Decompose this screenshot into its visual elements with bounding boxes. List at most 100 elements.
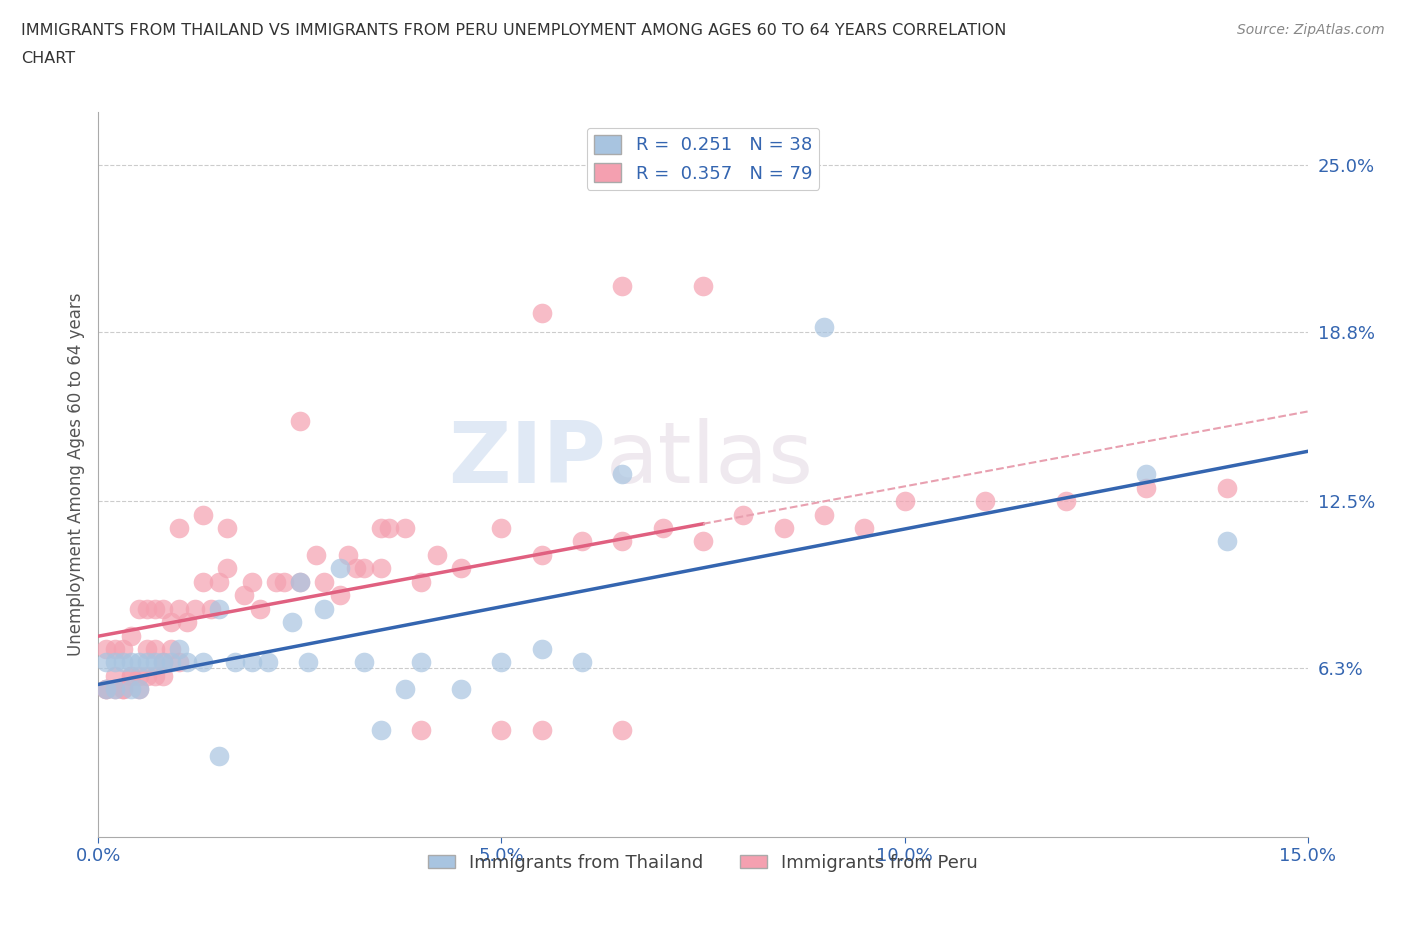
Point xyxy=(1054,494,1077,509)
Point xyxy=(491,521,513,536)
Point xyxy=(394,682,416,697)
Point xyxy=(120,628,142,643)
Point xyxy=(394,521,416,536)
Point xyxy=(329,588,352,603)
Point xyxy=(167,601,190,616)
Point xyxy=(353,561,375,576)
Point xyxy=(135,601,157,616)
Point xyxy=(353,655,375,670)
Point xyxy=(893,494,915,509)
Point xyxy=(409,655,432,670)
Point xyxy=(96,655,118,670)
Point xyxy=(281,615,304,630)
Point xyxy=(974,494,997,509)
Point xyxy=(571,534,593,549)
Point xyxy=(409,722,432,737)
Point xyxy=(530,642,553,657)
Point xyxy=(1135,480,1157,495)
Point xyxy=(160,655,183,670)
Point xyxy=(314,601,336,616)
Point xyxy=(692,279,714,294)
Point xyxy=(193,507,215,522)
Point xyxy=(152,601,174,616)
Y-axis label: Unemployment Among Ages 60 to 64 years: Unemployment Among Ages 60 to 64 years xyxy=(66,293,84,656)
Point xyxy=(256,655,278,670)
Point xyxy=(733,507,755,522)
Point xyxy=(103,655,125,670)
Point xyxy=(692,534,714,549)
Text: ZIP: ZIP xyxy=(449,418,606,501)
Text: Source: ZipAtlas.com: Source: ZipAtlas.com xyxy=(1237,23,1385,37)
Point xyxy=(240,575,263,590)
Point xyxy=(111,682,134,697)
Point xyxy=(143,601,166,616)
Point xyxy=(377,521,399,536)
Point xyxy=(111,682,134,697)
Point xyxy=(249,601,271,616)
Point xyxy=(120,669,142,684)
Point xyxy=(530,306,553,321)
Point xyxy=(813,319,835,334)
Point xyxy=(103,642,125,657)
Point xyxy=(772,521,794,536)
Text: atlas: atlas xyxy=(606,418,814,501)
Point xyxy=(409,575,432,590)
Point xyxy=(96,682,118,697)
Point xyxy=(193,655,215,670)
Legend: Immigrants from Thailand, Immigrants from Peru: Immigrants from Thailand, Immigrants fro… xyxy=(420,846,986,879)
Point xyxy=(160,642,183,657)
Point xyxy=(193,575,215,590)
Point xyxy=(217,561,239,576)
Point xyxy=(491,655,513,670)
Point xyxy=(120,669,142,684)
Point xyxy=(450,682,472,697)
Point xyxy=(426,548,449,563)
Point xyxy=(135,669,157,684)
Point xyxy=(208,575,231,590)
Point xyxy=(370,521,392,536)
Point xyxy=(853,521,876,536)
Point xyxy=(167,655,190,670)
Point xyxy=(217,521,239,536)
Point xyxy=(337,548,360,563)
Point xyxy=(208,601,231,616)
Point xyxy=(120,655,142,670)
Point xyxy=(103,682,125,697)
Point xyxy=(135,655,157,670)
Point xyxy=(450,561,472,576)
Point xyxy=(167,521,190,536)
Point xyxy=(103,682,125,697)
Point xyxy=(288,413,311,428)
Point xyxy=(120,682,142,697)
Point xyxy=(208,749,231,764)
Point xyxy=(128,682,150,697)
Point xyxy=(370,722,392,737)
Point xyxy=(264,575,287,590)
Point xyxy=(103,669,125,684)
Point xyxy=(571,655,593,670)
Point xyxy=(128,669,150,684)
Point xyxy=(176,615,198,630)
Point xyxy=(651,521,673,536)
Point xyxy=(224,655,246,670)
Point xyxy=(143,669,166,684)
Point xyxy=(111,655,134,670)
Point xyxy=(128,655,150,670)
Point xyxy=(1216,480,1239,495)
Point xyxy=(232,588,254,603)
Text: CHART: CHART xyxy=(21,51,75,66)
Point xyxy=(200,601,222,616)
Point xyxy=(176,655,198,670)
Point xyxy=(96,682,118,697)
Point xyxy=(1216,534,1239,549)
Point xyxy=(813,507,835,522)
Point xyxy=(184,601,207,616)
Point xyxy=(96,642,118,657)
Point xyxy=(530,548,553,563)
Point xyxy=(370,561,392,576)
Point xyxy=(530,722,553,737)
Point xyxy=(612,279,634,294)
Point xyxy=(152,655,174,670)
Point xyxy=(143,655,166,670)
Point xyxy=(612,467,634,482)
